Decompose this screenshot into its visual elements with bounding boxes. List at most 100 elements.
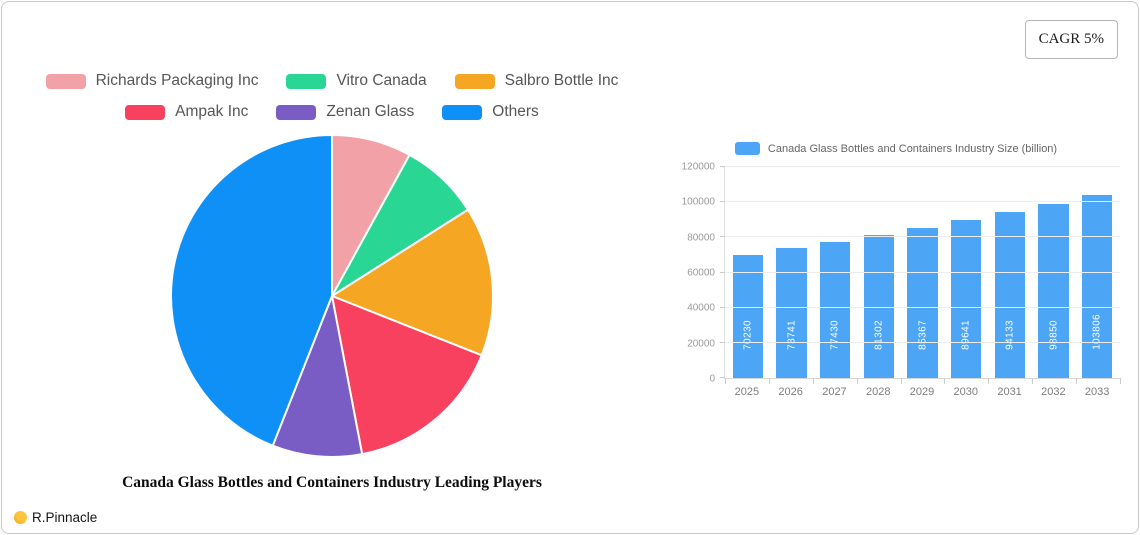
bar-value-label: 85367 — [917, 320, 929, 350]
gridline — [725, 201, 1120, 203]
legend-swatch — [125, 104, 166, 120]
legend-item-richards-packaging-inc[interactable]: Richards Packaging Inc — [45, 72, 259, 90]
y-tick-label: 120000 — [681, 161, 715, 173]
y-tick-mark — [720, 271, 725, 273]
legend-label: Salbro Bottle Inc — [504, 72, 619, 89]
x-tick-label-2031: 2031 — [997, 386, 1022, 398]
bar-value-label: 94133 — [1004, 320, 1016, 350]
x-tick-label-2032: 2032 — [1041, 386, 1066, 398]
pie-chart — [167, 131, 497, 466]
bar-2031[interactable]: 94133 — [994, 212, 1026, 378]
legend-item-salbro-bottle-inc[interactable]: Salbro Bottle Inc — [454, 72, 619, 90]
x-tick-mark — [1076, 378, 1078, 384]
legend-item-ampak-inc[interactable]: Ampak Inc — [125, 103, 248, 121]
bar-slot: 103806 — [1075, 167, 1119, 378]
bar-legend[interactable]: Canada Glass Bottles and Containers Indu… — [672, 142, 1120, 155]
x-tick-mark — [988, 378, 990, 384]
bar-2028[interactable]: 81302 — [863, 235, 895, 378]
x-tick-label-2026: 2026 — [778, 386, 803, 398]
legend-swatch — [276, 104, 317, 120]
bar-value-label: 81302 — [873, 320, 885, 350]
bar-slot: 89641 — [944, 167, 988, 378]
bar-legend-label: Canada Glass Bottles and Containers Indu… — [767, 142, 1058, 155]
y-tick-mark — [720, 201, 725, 203]
brand-name: R.Pinnacle — [32, 510, 98, 525]
pie-slice-others[interactable] — [170, 134, 333, 447]
legend-label: Others — [492, 103, 539, 120]
y-tick-label: 80000 — [687, 232, 715, 244]
pie-chart-svg — [170, 134, 494, 458]
bar-value-label: 70230 — [742, 320, 754, 350]
x-tick-label-2033: 2033 — [1084, 386, 1110, 398]
x-tick-mark — [1032, 378, 1034, 384]
y-tick-mark — [720, 306, 725, 308]
bar-chart-section: Canada Glass Bottles and Containers Indu… — [662, 2, 1138, 492]
y-tick-label: 40000 — [687, 302, 715, 314]
pie-chart-section: Richards Packaging Inc Vitro Canada Salbro… — [2, 2, 662, 492]
legend-label: Vitro Canada — [336, 72, 427, 89]
pie-slice-ampak-inc[interactable] — [331, 295, 483, 456]
pie-legend: Richards Packaging Inc Vitro Canada Salbro… — [20, 72, 645, 121]
legend-label: Ampak Inc — [175, 103, 249, 120]
bar-2032[interactable]: 98850 — [1038, 204, 1069, 378]
pie-chart-title: Canada Glass Bottles and Containers Indu… — [122, 474, 542, 491]
gridline — [725, 271, 1120, 273]
bar-value-label: 89641 — [960, 320, 972, 350]
x-tick-mark — [812, 378, 814, 384]
x-tick-label-2027: 2027 — [822, 386, 847, 398]
cagr-badge: CAGR 5% — [1024, 20, 1118, 59]
bar-chart-plot-area: 70230 73741 77430 81302 85367 89641 94133 98850… — [720, 166, 1121, 384]
content: Richards Packaging Inc Vitro Canada Salbro… — [2, 2, 1138, 492]
bar-value-label: 98850 — [1048, 320, 1060, 350]
bar-chart-y-axis: 0 20000 40000 60000 80000 100000 120000 — [672, 162, 724, 385]
y-tick-label: 100000 — [681, 196, 715, 208]
bar-slot: 81302 — [857, 167, 901, 378]
gridline — [725, 306, 1120, 308]
bar-slot: 98850 — [1032, 167, 1076, 378]
bar-slot: 94133 — [988, 167, 1032, 378]
x-tick-mark — [944, 378, 946, 384]
bar-2033[interactable]: 103806 — [1081, 195, 1113, 378]
x-tick-mark — [900, 378, 902, 384]
bar-chart-x-axis: 2025 2026 2027 2028 2029 2030 2031 2032 2033 — [724, 379, 1120, 403]
bar-2027[interactable]: 77430 — [819, 241, 851, 378]
pie-slice-zenan-glass[interactable] — [271, 295, 364, 458]
x-tick-label-2030: 2030 — [953, 386, 979, 398]
bar-value-label: 103806 — [1091, 314, 1103, 350]
legend-item-zenan-glass[interactable]: Zenan Glass — [276, 103, 414, 121]
x-tick-label-2029: 2029 — [909, 386, 935, 398]
gridline — [725, 341, 1120, 343]
legend-swatch — [454, 73, 495, 89]
y-tick-mark — [720, 166, 725, 167]
legend-item-others[interactable]: Others — [442, 103, 539, 121]
bar-value-label: 77430 — [829, 320, 841, 350]
bar-2026[interactable]: 73741 — [776, 248, 807, 378]
brand-logo-icon — [14, 511, 27, 524]
bar-legend-swatch — [734, 142, 760, 155]
bar-2025[interactable]: 70230 — [732, 254, 764, 378]
bar-chart-bars: 70230 73741 77430 81302 85367 89641 94133 98850… — [725, 167, 1120, 378]
y-tick-label: 20000 — [687, 338, 715, 350]
x-tick-label-2025: 2025 — [734, 386, 760, 398]
y-tick-label: 60000 — [687, 267, 715, 279]
legend-swatch — [442, 104, 483, 120]
bar-slot: 73741 — [770, 167, 814, 378]
pie-slice-salbro-bottle-inc[interactable] — [331, 208, 494, 357]
gridline — [725, 236, 1120, 238]
bar-value-label: 73741 — [786, 320, 797, 350]
bar-slot: 70230 — [726, 167, 770, 378]
bar-2030[interactable]: 89641 — [950, 220, 982, 378]
legend-swatch — [45, 73, 86, 89]
y-tick-label: 0 — [709, 373, 715, 385]
bar-slot: 85367 — [901, 167, 945, 378]
bar-slot: 77430 — [813, 167, 857, 378]
legend-swatch — [286, 73, 327, 89]
x-tick-mark — [768, 378, 770, 384]
legend-label: Richards Packaging Inc — [95, 72, 259, 89]
legend-item-vitro-canada[interactable]: Vitro Canada — [286, 72, 427, 90]
bar-2029[interactable]: 85367 — [907, 227, 938, 378]
brand-footer: R.Pinnacle — [14, 510, 97, 525]
gridline — [725, 166, 1120, 167]
y-tick-mark — [720, 341, 725, 343]
